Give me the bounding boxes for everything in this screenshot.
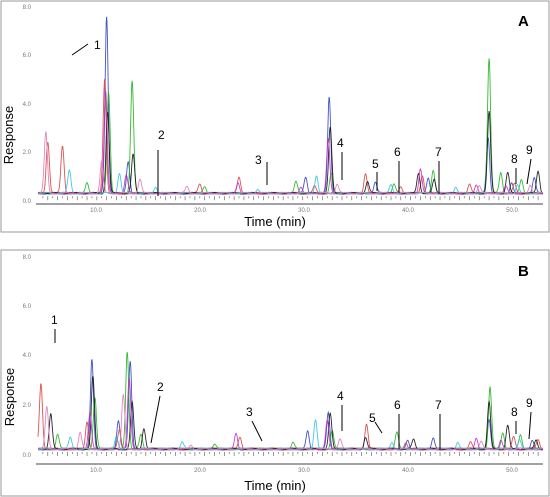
panel-b-letter: B <box>518 263 529 280</box>
peak-pointer-1 <box>71 43 89 56</box>
panel-a-x-tick-label: 40.0 <box>402 208 414 214</box>
panel-b-y-tick-label: 2.0 <box>23 403 32 409</box>
peak-label-3: 3 <box>255 153 262 167</box>
panel-a-x-tick-label: 50.0 <box>506 208 518 214</box>
peak-pointer-9 <box>526 158 532 185</box>
panel-a-x-tick-label: 10.0 <box>90 208 102 214</box>
panel-b-y-tick-label: 8.0 <box>23 255 32 261</box>
panel-a-x-axis-title: Time (min) <box>244 214 306 229</box>
chromatogram-trace-red <box>37 78 543 195</box>
chromatogram-trace-magenta <box>37 378 543 451</box>
chromatogram-trace-black <box>37 375 543 451</box>
peak-label-7: 7 <box>435 398 442 412</box>
peak-label-7: 7 <box>435 145 442 159</box>
peak-label-9: 9 <box>526 143 533 157</box>
panel-b-x-tick-label: 10.0 <box>90 468 102 474</box>
peak-label-2: 2 <box>158 128 165 142</box>
panel-b-y-tick-label: 4.0 <box>23 353 32 359</box>
peak-pointer-9 <box>528 411 532 440</box>
peak-label-2: 2 <box>157 380 164 394</box>
peak-label-6: 6 <box>394 145 401 159</box>
peak-label-4: 4 <box>337 136 344 150</box>
peak-label-8: 8 <box>511 152 518 166</box>
panel-b-peak-annotations: 1 2 3 4 5 6 7 8 9 <box>51 313 533 450</box>
panel-b-y-tick-label: 0.0 <box>23 453 32 459</box>
peak-label-3: 3 <box>246 405 253 419</box>
panel-a-peak-annotations: 1 2 3 4 5 6 7 8 9 <box>71 38 533 196</box>
panel-b-x-tick-label: 50.0 <box>506 468 518 474</box>
panel-b-y-axis-title: Response <box>2 368 17 427</box>
panel-b-frame <box>0 249 550 497</box>
peak-label-8: 8 <box>511 405 518 419</box>
panel-a-traces <box>37 16 544 201</box>
peak-label-1: 1 <box>51 313 58 327</box>
chromatogram-trace-black <box>37 111 544 195</box>
chromatogram-trace-red <box>37 383 543 451</box>
panel-b-x-tick-label: 30.0 <box>298 468 310 474</box>
panel-a-y-tick-label: 8.0 <box>23 5 32 11</box>
chromatogram-panel-a: A Response Time (min) 0.0 2.0 4.0 6.0 8.… <box>0 0 550 233</box>
panel-a-y-axis-title: Response <box>1 106 16 165</box>
chromatogram-trace-blue <box>37 359 543 451</box>
chromatogram-trace-blue <box>37 16 543 195</box>
chromatogram-panel-b: B Response Time (min) 0.0 2.0 4.0 6.0 8.… <box>0 249 550 497</box>
panel-a-x-tick-label: 30.0 <box>298 208 310 214</box>
panel-b-x-tick-label: 40.0 <box>402 468 414 474</box>
panel-a-y-tick-label: 4.0 <box>23 102 32 108</box>
panel-a-frame <box>0 0 550 233</box>
chromatogram-trace-green <box>38 352 543 451</box>
peak-label-4: 4 <box>337 389 344 403</box>
panel-b-x-axis-title: Time (min) <box>244 478 306 493</box>
peak-label-5: 5 <box>372 157 379 171</box>
peak-label-1: 1 <box>94 38 101 52</box>
chromatogram-trace-green <box>37 58 543 195</box>
panel-b-y-tick-label: 6.0 <box>23 304 32 310</box>
peak-pointer-5 <box>374 421 383 434</box>
panel-a-letter: A <box>518 13 529 30</box>
panel-a-y-tick-label: 0.0 <box>23 199 32 205</box>
panel-a-x-tick-label: 20.0 <box>194 208 206 214</box>
peak-label-5: 5 <box>369 411 376 425</box>
chromatogram-trace-cyan <box>38 419 543 451</box>
panel-a-y-tick-label: 2.0 <box>23 150 32 156</box>
peak-pointer-3 <box>251 420 263 442</box>
chromatogram-trace-pink <box>37 131 543 195</box>
peak-pointer-2 <box>150 395 161 444</box>
panel-b-x-tick-label: 20.0 <box>194 468 206 474</box>
chromatogram-trace-pink <box>37 394 543 451</box>
chromatogram-trace-magenta <box>37 91 543 195</box>
peak-label-9: 9 <box>526 396 533 410</box>
panel-a-y-tick-label: 6.0 <box>23 53 32 59</box>
panel-b-traces <box>37 352 543 457</box>
peak-label-6: 6 <box>394 398 401 412</box>
